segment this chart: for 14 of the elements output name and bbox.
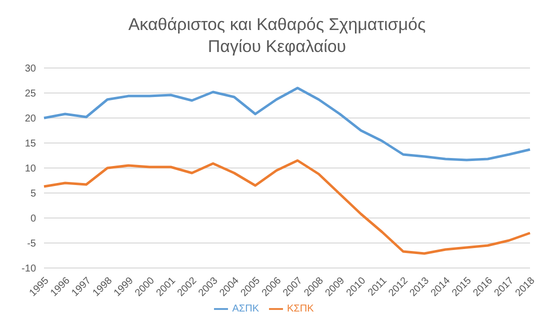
y-tick-label: -5: [27, 238, 36, 250]
legend-label: ΚΣΠΚ: [287, 304, 314, 315]
y-tick-label: 25: [24, 88, 36, 100]
y-tick-label: 20: [24, 114, 36, 125]
y-tick-label: -10: [22, 264, 36, 275]
y-tick-label: 30: [24, 64, 36, 75]
line-series: [42, 86, 532, 162]
chart-title: Ακαθάριστος και Καθαρός Σχηματισμός Παγίου Κεφαλαίου: [127, 14, 427, 58]
y-tick-label: 15: [24, 138, 36, 150]
y-tick-label: 5: [30, 188, 36, 200]
y-tick-label: 10: [24, 164, 36, 175]
y-tick-label: 0: [30, 214, 36, 225]
line-series: [42, 159, 532, 255]
legend-label: ΑΣΠΚ: [232, 304, 259, 315]
